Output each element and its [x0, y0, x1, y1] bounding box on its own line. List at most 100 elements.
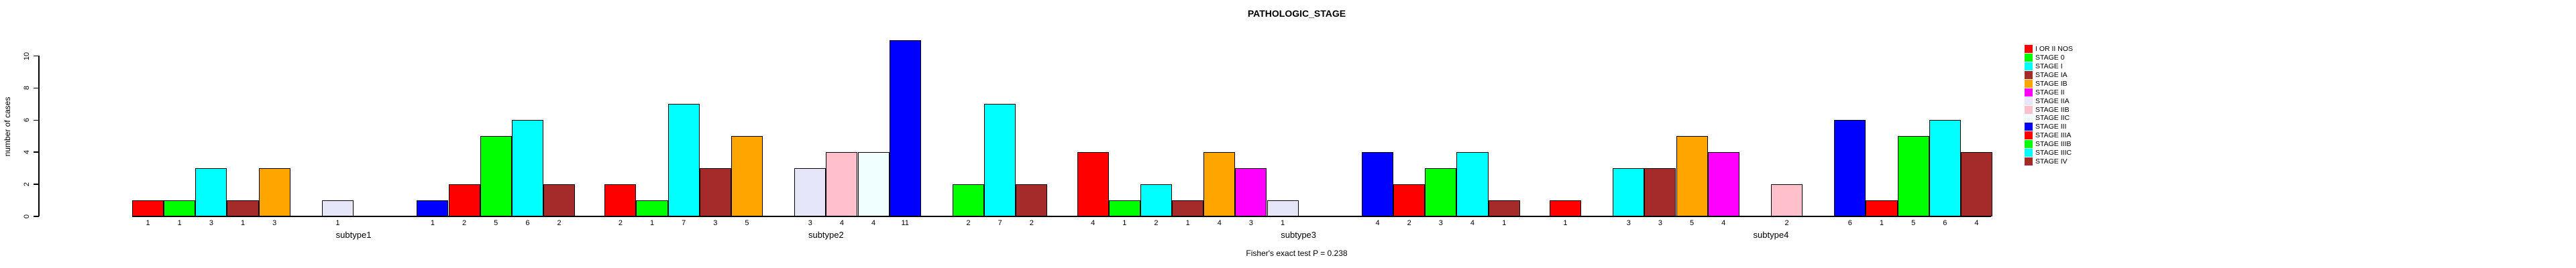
legend-label: STAGE IIIA [2035, 131, 2072, 140]
bar-value-label: 5 [494, 219, 498, 227]
group-label-subtype2: subtype2 [808, 230, 844, 240]
bar-value-label: 2 [557, 219, 561, 227]
bar-value-label: 6 [525, 219, 530, 227]
bar-value-label: 2 [1154, 219, 1159, 227]
legend-label: STAGE IIB [2035, 105, 2070, 114]
bar-subtype4-stage-iiia [1866, 200, 1898, 216]
bar-subtype2-stage-i [667, 104, 700, 216]
bar-subtype1-stage-iiic [511, 120, 543, 216]
bar-subtype2-stage-iib [826, 152, 858, 216]
bar-value-label: 1 [430, 219, 435, 227]
legend-swatch-stage-iii [2025, 123, 2033, 131]
bar-subtype4-i-or-ii-nos [1549, 200, 1582, 216]
legend-label: STAGE I [2035, 62, 2063, 70]
legend-swatch-stage-iiib [2025, 140, 2033, 149]
y-tick-label: 10 [23, 52, 31, 60]
bar-subtype4-stage-iib [1770, 184, 1803, 216]
bar-subtype1-stage-0 [164, 200, 196, 216]
bar-subtype3-stage-i [1140, 184, 1173, 216]
bar-value-label: 3 [808, 219, 812, 227]
fisher-test-annotation: Fisher's exact test P = 0.238 [1246, 249, 1348, 258]
legend-label: STAGE IA [2035, 70, 2068, 79]
bar-value-label: 3 [713, 219, 718, 227]
bar-value-label: 6 [1943, 219, 1947, 227]
legend-swatch-stage-iv [2025, 157, 2033, 166]
bar-subtype3-stage-ia [1172, 200, 1204, 216]
bar-subtype3-stage-iii [1361, 152, 1394, 216]
bar-value-label: 5 [1690, 219, 1695, 227]
bar-subtype4-stage-iiic [1929, 120, 1961, 216]
bar-subtype2-stage-iiic [984, 104, 1016, 216]
legend-label: I OR II NOS [2035, 45, 2074, 53]
bar-value-label: 1 [240, 219, 246, 227]
bar-value-label: 2 [1029, 219, 1034, 227]
bar-subtype3-stage-iv [1488, 200, 1520, 216]
bar-value-label: 1 [649, 219, 655, 227]
legend-label: STAGE IIIB [2035, 140, 2072, 149]
legend-label: STAGE IIA [2035, 96, 2070, 105]
group-label-subtype4: subtype4 [1753, 230, 1789, 240]
bar-value-label: 2 [966, 219, 971, 227]
bar-subtype4-stage-iv [1960, 152, 1992, 216]
bar-subtype1-stage-iiib [480, 136, 512, 216]
bar-subtype2-stage-iic [857, 152, 890, 216]
bar-value-label: 6 [1847, 219, 1852, 227]
legend-swatch-stage-0 [2025, 53, 2033, 62]
legend-swatch-stage-iiia [2025, 131, 2033, 140]
legend-label: STAGE IV [2035, 157, 2068, 166]
bar-value-label: 1 [1281, 219, 1285, 227]
bar-subtype1-stage-i [195, 168, 227, 216]
bar-subtype4-stage-iii [1834, 120, 1866, 216]
bar-subtype2-stage-ib [731, 136, 763, 216]
bar-value-label: 4 [1217, 219, 1222, 227]
bar-value-label: 5 [745, 219, 749, 227]
bar-subtype3-stage-iiib [1425, 168, 1457, 216]
y-tick-mark [34, 216, 39, 217]
bar-value-label: 4 [839, 219, 844, 227]
legend-label: STAGE 0 [2035, 53, 2065, 62]
bar-subtype1-stage-iiia [448, 184, 480, 216]
bar-value-label: 7 [682, 219, 686, 227]
bar-subtype2-stage-ia [699, 168, 731, 216]
legend-swatch-stage-iia [2025, 96, 2033, 105]
bar-value-label: 3 [1248, 219, 1253, 227]
bar-subtype4-stage-i [1613, 168, 1645, 216]
bar-value-label: 4 [1091, 219, 1095, 227]
bar-value-label: 3 [1658, 219, 1662, 227]
bar-value-label: 5 [1911, 219, 1916, 227]
y-tick-mark [34, 119, 39, 121]
y-tick-mark [34, 184, 39, 185]
legend-label: STAGE II [2035, 88, 2065, 96]
legend-label: STAGE IIC [2035, 114, 2070, 123]
bar-subtype3-stage-iiic [1456, 152, 1489, 216]
bar-value-label: 3 [209, 219, 213, 227]
y-tick-mark [34, 87, 39, 89]
bar-subtype1-stage-ia [227, 200, 259, 216]
bar-subtype2-stage-0 [636, 200, 668, 216]
legend-swatch-stage-i [2025, 62, 2033, 70]
legend-swatch-stage-ib [2025, 79, 2033, 88]
bar-value-label: 3 [1438, 219, 1443, 227]
y-tick-label: 4 [23, 150, 31, 155]
legend-swatch-stage-iib [2025, 105, 2033, 114]
bar-subtype4-stage-ii [1707, 152, 1739, 216]
bar-subtype1-stage-iia [321, 200, 354, 216]
bar-subtype3-stage-iia [1267, 200, 1299, 216]
bar-value-label: 3 [1626, 219, 1631, 227]
bar-value-label: 1 [1879, 219, 1884, 227]
bar-value-label: 11 [901, 219, 909, 227]
bar-subtype3-stage-iiia [1393, 184, 1426, 216]
legend-swatch-stage-iic [2025, 114, 2033, 123]
bar-subtype2-stage-iv [1016, 184, 1048, 216]
bar-subtype2-stage-iii [889, 40, 921, 216]
bar-value-label: 1 [1563, 219, 1568, 227]
bar-value-label: 4 [1375, 219, 1380, 227]
bar-value-label: 1 [1122, 219, 1127, 227]
bar-subtype1-stage-iv [543, 184, 576, 216]
bar-value-label: 4 [1974, 219, 1979, 227]
bar-subtype1-i-or-ii-nos [132, 200, 164, 216]
bar-value-label: 7 [998, 219, 1002, 227]
chart-title: PATHOLOGIC_STAGE [1247, 8, 1346, 19]
legend-label: STAGE IIIC [2035, 149, 2072, 157]
